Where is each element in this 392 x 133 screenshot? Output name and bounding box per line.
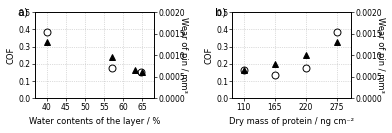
X-axis label: Water contents of the layer / %: Water contents of the layer / %: [29, 117, 160, 126]
Y-axis label: Wear of pin / mm³: Wear of pin / mm³: [376, 17, 385, 93]
Y-axis label: COF: COF: [7, 47, 16, 64]
Y-axis label: Wear of pin / mm³: Wear of pin / mm³: [179, 17, 188, 93]
X-axis label: Dry mass of protein / ng cm⁻²: Dry mass of protein / ng cm⁻²: [229, 117, 354, 126]
Text: a): a): [17, 8, 29, 18]
Text: b): b): [214, 8, 226, 18]
Y-axis label: COF: COF: [204, 47, 213, 64]
